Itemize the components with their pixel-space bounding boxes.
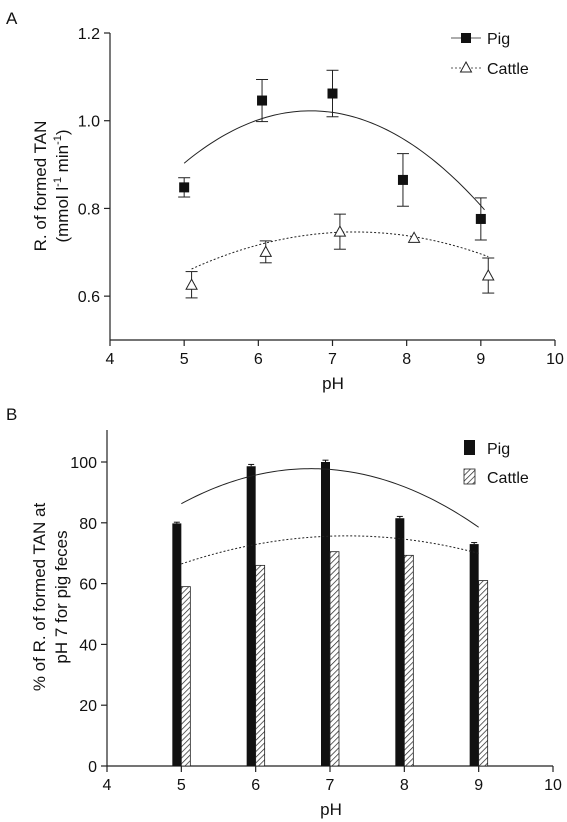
panel-b-y-label-line2: pH 7 for pig feces <box>52 530 71 663</box>
y-tick-label: 0.6 <box>78 289 100 306</box>
panel-b-y-label: % of R. of formed TAN at pH 7 for pig fe… <box>30 503 71 692</box>
x-tick-label: 8 <box>400 777 409 794</box>
point-pig <box>257 95 268 106</box>
point-cattle <box>407 231 421 243</box>
y-tick-label: 20 <box>79 698 97 715</box>
bar-cattle <box>403 554 414 767</box>
panel-b-y-label-line1: % of R. of formed TAN at <box>30 503 49 692</box>
point-pig <box>475 213 486 224</box>
legend-cattle-label: Cattle <box>487 61 529 78</box>
x-tick-label: 8 <box>402 351 411 368</box>
y-tick-label: 1.2 <box>78 26 100 43</box>
bar-cattle <box>255 564 266 767</box>
x-tick-label: 4 <box>106 351 115 368</box>
panel-a-y-label-line2: (mmol l-1 min-1) <box>52 129 72 242</box>
legend-pig-label: Pig <box>487 31 510 48</box>
x-tick-label: 7 <box>326 777 335 794</box>
panel-a-plot <box>178 69 495 299</box>
point-pig <box>179 182 190 193</box>
y-tick-label: 80 <box>79 516 97 533</box>
y-tick-label: 0 <box>88 759 97 776</box>
panel-b-x-label: pH <box>320 800 342 819</box>
panel-a-y-label-line1: R. of formed TAN <box>31 121 50 252</box>
fit-curve-pig <box>183 110 485 211</box>
x-tick-label: 5 <box>177 777 186 794</box>
bar-cattle <box>478 580 489 767</box>
x-tick-label: 6 <box>251 777 260 794</box>
legend-pig-label: Pig <box>487 441 510 458</box>
legend-cattle-marker <box>459 60 473 73</box>
legend-pig-marker <box>461 33 471 43</box>
x-tick-label: 9 <box>474 777 483 794</box>
point-cattle <box>481 268 495 281</box>
y-tick-label: 100 <box>70 455 97 472</box>
bar-cattle <box>180 586 191 767</box>
x-tick-label: 7 <box>328 351 337 368</box>
x-tick-label: 6 <box>254 351 263 368</box>
fit-curve-pig <box>181 468 479 528</box>
legend-pig-swatch <box>464 440 475 455</box>
bar-cattle <box>329 551 340 767</box>
point-cattle <box>259 245 273 257</box>
x-tick-label: 4 <box>103 777 112 794</box>
bar-pig <box>321 462 330 766</box>
y-tick-label: 0.8 <box>78 201 100 218</box>
point-pig <box>397 174 408 185</box>
legend-cattle-label: Cattle <box>487 470 529 487</box>
panel-b-label: B <box>6 405 17 424</box>
panel-a-x-label: pH <box>322 374 344 393</box>
bar-pig <box>246 466 256 766</box>
point-pig <box>327 88 338 99</box>
x-tick-label: 10 <box>544 777 562 794</box>
panel-b-y-ticks: 0 20 40 60 80 100 <box>70 455 107 776</box>
x-tick-label: 5 <box>180 351 189 368</box>
y-tick-label: 60 <box>79 577 97 594</box>
bar-pig <box>469 544 479 766</box>
panel-a-label: A <box>6 9 18 28</box>
y-tick-label: 40 <box>79 637 97 654</box>
panel-a-x-ticks: 4 5 6 7 8 9 10 <box>106 340 564 368</box>
legend-cattle-swatch <box>463 468 476 485</box>
y-tick-label: 1.0 <box>78 114 100 131</box>
panel-a-legend: Pig Cattle <box>451 31 529 78</box>
panel-b-x-ticks: 4 5 6 7 8 9 10 <box>103 766 562 794</box>
bar-pig <box>395 518 405 766</box>
panel-a: A 4 5 6 7 8 9 10 0.6 0.8 1.0 1.2 pH R. of formed … <box>6 9 564 393</box>
bar-pig <box>172 523 182 766</box>
point-cattle <box>185 278 198 290</box>
panel-b-plot <box>172 459 489 767</box>
panel-b-legend: Pig Cattle <box>463 440 529 487</box>
panel-b: B 4 5 6 7 8 9 10 0 20 40 60 80 100 pH % of R. of fo… <box>6 405 562 819</box>
panel-a-y-label: R. of formed TAN (mmol l-1 min-1) <box>31 121 72 252</box>
x-tick-label: 9 <box>476 351 485 368</box>
point-cattle <box>333 225 347 237</box>
panel-a-y-ticks: 0.6 0.8 1.0 1.2 <box>78 26 110 306</box>
x-tick-label: 10 <box>546 351 564 368</box>
